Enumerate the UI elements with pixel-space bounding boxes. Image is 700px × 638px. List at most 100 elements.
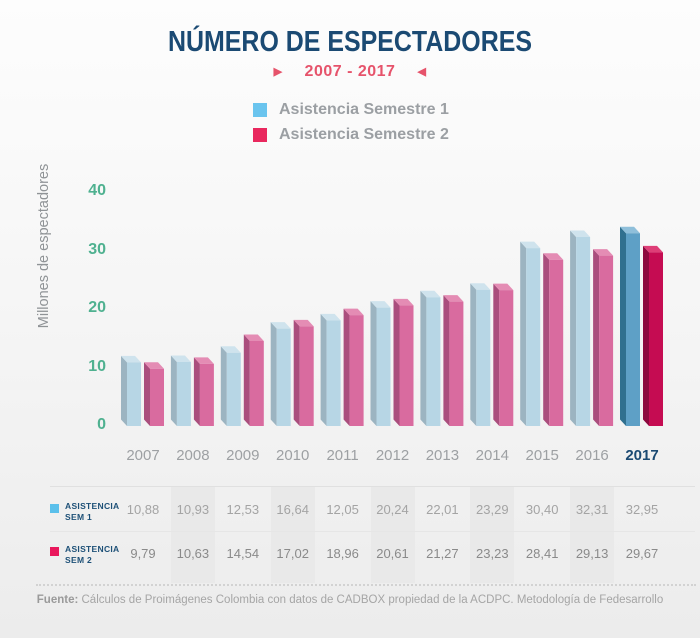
bar-sem2-2014-front: [499, 290, 514, 426]
row-swatch-sem1-icon: [50, 504, 59, 513]
legend-label: Asistencia Semestre 1: [279, 101, 449, 118]
bar-sem2-2016-top: [593, 249, 614, 256]
year-label-2012: 2012: [375, 447, 410, 464]
table-cell-sem1-2014: 23,29: [476, 502, 509, 517]
bar-sem1-2012-side: [370, 301, 377, 426]
bar-sem2-2011-front: [349, 315, 364, 426]
row-label-line1: ASISTENCIA: [65, 501, 120, 511]
table-cell-sem2-2017: 29,67: [625, 546, 659, 561]
year-label-2015: 2015: [525, 447, 559, 464]
bar-sem1-2017-front: [626, 233, 640, 426]
bar-sem1-2012-front: [376, 307, 391, 426]
bar-sem1-2016-front: [576, 236, 591, 426]
bar-sem2-2007-side: [144, 362, 150, 426]
bar-sem2-2016-side: [593, 249, 600, 426]
bar-sem1-2007-side: [121, 355, 127, 426]
year-label-2016: 2016: [575, 447, 609, 464]
bar-sem1-2013-top: [420, 290, 441, 298]
year-label-2009: 2009: [226, 447, 260, 464]
table-cell-sem1-2007: 10,88: [126, 502, 160, 517]
bar-sem2-2009-top: [243, 334, 264, 341]
bar-sem1-2017-side: [620, 226, 626, 426]
footer-source: Fuente: Cálculos de Proimágenes Colombia…: [0, 594, 700, 606]
legend-label: Asistencia Semestre 2: [279, 126, 449, 143]
table-cell-sem1-2013: 22,01: [426, 502, 459, 517]
bar-sem2-2010-side: [293, 319, 300, 426]
legend-item-semestre-1: Asistencia Semestre 1: [253, 101, 449, 119]
bar-sem1-2015-side: [520, 241, 527, 426]
bar-sem2-2012-top: [393, 298, 414, 306]
table-cell-sem1-2016: 32,31: [575, 502, 609, 517]
subtitle-years: 2007 - 2017: [304, 63, 396, 80]
table-cell-sem2-2013: 21,27: [426, 546, 459, 561]
bar-sem1-2007-top: [121, 355, 141, 363]
table-top-border: [50, 486, 695, 487]
bar-sem2-2016-front: [599, 255, 614, 426]
year-label-2013: 2013: [425, 447, 460, 464]
row-label-sem1: ASISTENCIA SEM 1: [65, 501, 145, 523]
table-cell-sem1-2012: 20,24: [376, 502, 409, 517]
bar-sem1-2010-top: [270, 322, 291, 329]
arrow-right-icon: ▶: [273, 66, 283, 78]
bar-sem1-2016-side: [570, 230, 577, 426]
bar-sem2-2009-front: [249, 340, 264, 426]
bar-sem2-2012-side: [393, 298, 400, 426]
bar-sem2-2013-front: [449, 301, 464, 426]
bar-sem2-2008-top: [193, 357, 214, 364]
column-stripe-2010: [270, 487, 315, 583]
table-cell-sem2-2012: 20,61: [376, 546, 409, 561]
legend: Asistencia Semestre 1 Asistencia Semestr…: [253, 101, 449, 151]
bar-sem2-2007-front: [150, 368, 164, 426]
bar-sem2-2012-front: [399, 305, 414, 426]
table-cell-sem2-2008: 10,63: [176, 546, 210, 561]
bar-sem2-2014-side: [493, 283, 500, 426]
bar-sem1-2013-side: [420, 290, 427, 426]
bar-sem2-2015-side: [543, 253, 550, 426]
year-label-2010: 2010: [276, 447, 310, 464]
table-cell-sem1-2017: 32,95: [625, 502, 659, 517]
year-label-2014: 2014: [475, 447, 509, 464]
table-cell-sem1-2010: 16,64: [276, 502, 309, 517]
bar-sem2-2009-side: [243, 334, 250, 426]
year-label-2007: 2007: [126, 447, 160, 464]
bar-sem1-2011-front: [326, 320, 341, 426]
table-cell-sem1-2009: 12,53: [226, 502, 260, 517]
year-label-2011: 2011: [326, 447, 359, 464]
subtitle: ▶ 2007 - 2017 ◀: [0, 63, 700, 81]
bar-sem2-2017-top: [643, 245, 663, 253]
row-label-line1: ASISTENCIA: [65, 544, 120, 554]
bar-sem1-2015-front: [526, 248, 541, 426]
tick-label-0: 0: [97, 416, 106, 433]
bar-sem2-2017-front: [649, 252, 663, 426]
arrow-left-icon: ◀: [417, 66, 427, 78]
tick-label-30: 30: [88, 240, 106, 258]
tick-label-40: 40: [88, 182, 106, 199]
bar-sem1-2008-side: [170, 355, 177, 426]
table-cell-sem2-2015: 28,41: [525, 546, 559, 561]
bar-sem1-2012-top: [370, 301, 391, 308]
page-title: NÚMERO DE ESPECTADORES: [168, 26, 532, 58]
table-cell-sem2-2007: 9,79: [130, 546, 156, 561]
table-cell-sem2-2011: 18,96: [326, 546, 359, 561]
table-cell-sem1-2008: 10,93: [176, 502, 210, 517]
bar-chart-canvas: [121, 226, 663, 426]
bar-sem1-2009-side: [220, 346, 227, 426]
table-cell-sem1-2011: 12,05: [326, 502, 359, 517]
bar-sem2-2014-top: [493, 283, 514, 291]
row-label-line2: SEM 1: [65, 512, 93, 522]
bar-sem2-2007-top: [144, 362, 164, 369]
bar-sem1-2007-front: [127, 362, 141, 426]
table-cell-sem2-2010: 17,02: [276, 546, 309, 561]
dotted-divider: [36, 584, 696, 586]
bar-sem1-2011-top: [320, 313, 341, 321]
column-stripe-2008: [170, 487, 215, 583]
bar-sem1-2011-side: [320, 313, 327, 426]
tick-label-10: 10: [88, 357, 106, 375]
bar-sem1-2013-front: [426, 297, 441, 426]
bar-sem1-2015-top: [520, 241, 541, 249]
bar-sem2-2011-side: [343, 308, 350, 426]
bar-sem2-2017-side: [643, 245, 649, 426]
bar-sem1-2010-side: [270, 322, 277, 426]
year-label-2008: 2008: [176, 447, 210, 464]
legend-item-semestre-2: Asistencia Semestre 2: [253, 126, 449, 144]
